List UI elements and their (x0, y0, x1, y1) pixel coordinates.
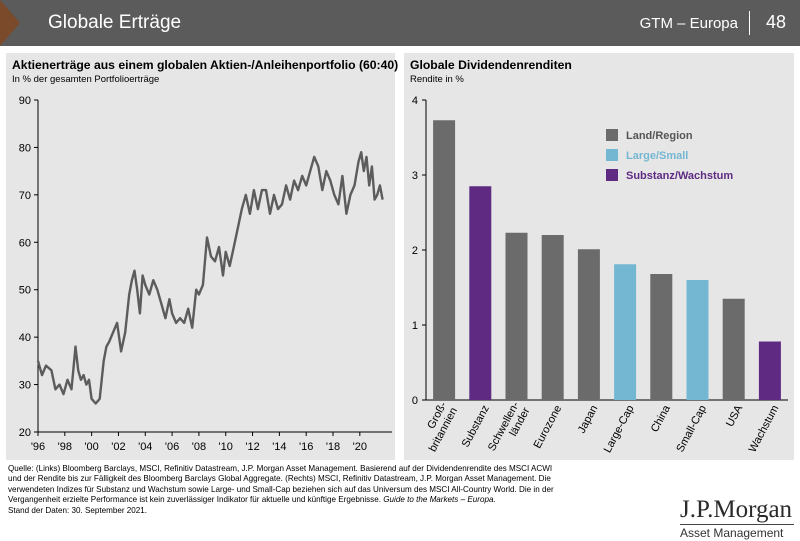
footnote-guide-title: Guide to the Markets – Europa. (383, 495, 496, 505)
legend-label: Substanz/Wachstum (626, 170, 733, 182)
category-label: Groß-britannien (416, 400, 460, 454)
page-number: 48 (765, 12, 786, 32)
category-label: Japan (576, 403, 601, 435)
category-label-line: Large-Cap (602, 403, 637, 455)
category-label: China (649, 403, 674, 435)
category-label: Schwellen-länder (486, 400, 533, 459)
bar-chart: 0 1 2 3 4 Groß-britannien SubstanzSchwellen-lä… (412, 95, 788, 459)
category-label-line: Wachstum (747, 403, 782, 454)
y-tick-label: 2 (412, 245, 418, 257)
footnote-line: Vergangenheit erzielte Performance ist k… (8, 495, 618, 505)
category-label: Wachstum (747, 403, 782, 454)
category-label: USA (724, 403, 746, 429)
bar (722, 298, 745, 400)
x-tick-label: '14 (272, 441, 286, 453)
y-tick-label: 50 (19, 285, 31, 297)
footnote-line: Quelle: (Links) Bloomberg Barclays, MSCI… (8, 464, 553, 473)
right-chart-panel: Globale Dividendenrenditen Rendite in % … (404, 53, 794, 460)
bar (433, 120, 456, 400)
footnote-text: Vergangenheit erzielte Performance ist k… (8, 495, 384, 505)
x-tick-label: '12 (245, 441, 259, 453)
page-title: Globale Erträge (48, 12, 182, 33)
x-tick-label: '18 (326, 441, 340, 453)
right-chart-subtitle: Rendite in % (410, 74, 464, 85)
x-tick-label: '96 (31, 441, 45, 453)
x-tick-label: '02 (111, 441, 125, 453)
logo-name: J.P.Morgan (680, 496, 793, 523)
category-label-line: China (649, 403, 674, 435)
bar (541, 235, 564, 400)
category-label-line: Eurozone (532, 403, 565, 450)
y-tick-label: 80 (19, 142, 31, 154)
left-chart-title: Aktienerträge aus einem globalen Aktien-… (12, 58, 399, 72)
category-label: Eurozone (532, 403, 565, 450)
y-tick-label: 30 (19, 380, 31, 392)
y-tick-label: 40 (19, 332, 31, 344)
x-tick-label: '10 (219, 441, 233, 453)
y-tick-label: 1 (412, 320, 418, 332)
logo-rule (680, 524, 794, 525)
y-tick-label: 3 (412, 170, 418, 182)
x-tick-label: '98 (58, 441, 72, 453)
y-tick-label: 4 (412, 95, 418, 107)
y-tick-label: 70 (19, 190, 31, 202)
footnote: Quelle: (Links) Bloomberg Barclays, MSCI… (8, 464, 618, 516)
header-bar: Globale Erträge GTM – Europa 48 (0, 0, 800, 46)
x-tick-label: '08 (192, 441, 206, 453)
category-label-line: Small-Cap (674, 403, 709, 454)
footnote-line: verwendeten Indizes für Substanz und Wac… (8, 484, 554, 494)
legend-swatch (606, 149, 618, 161)
bar (505, 232, 528, 400)
bar (650, 274, 673, 400)
category-label: Small-Cap (674, 403, 709, 454)
y-tick-label: 0 (412, 395, 418, 407)
y-tick-label: 60 (19, 237, 31, 249)
region-label: GTM – Europa (639, 15, 738, 32)
logo-subtitle: Asset Management (680, 526, 784, 540)
category-label-line: USA (724, 403, 746, 429)
line-chart: 20 30 40 50 60 70 80 90 '96 '98 '00 '02 '04 '06 '08 '10… (19, 95, 392, 453)
legend-swatch (606, 169, 618, 181)
category-label-line: Japan (576, 403, 601, 435)
legend-swatch (606, 129, 618, 141)
header-separator (749, 11, 750, 35)
left-chart-subtitle: In % der gesamten Portfolioerträge (12, 74, 160, 85)
legend-label: Land/Region (626, 130, 693, 142)
x-tick-label: '00 (84, 441, 98, 453)
x-tick-label: '04 (138, 441, 152, 453)
jpmorgan-logo: J.P.Morgan Asset Management (680, 497, 794, 540)
x-tick-label: '06 (165, 441, 179, 453)
bar (686, 280, 709, 400)
y-tick-label: 20 (19, 427, 31, 439)
bar (577, 249, 600, 400)
x-tick-label: '16 (299, 441, 313, 453)
footnote-line: und der Rendite bis zur Fälligkeit des B… (8, 474, 551, 484)
legend-label: Large/Small (626, 150, 688, 162)
x-tick-label: '20 (353, 441, 367, 453)
y-tick-label: 90 (19, 95, 31, 107)
category-label-line: Substanz (460, 403, 492, 449)
footnote-date: Stand der Daten: 30. September 2021. (8, 505, 148, 515)
category-label: Substanz (460, 403, 492, 449)
left-chart-panel: Aktienerträge aus einem globalen Aktien-… (6, 53, 399, 460)
category-label: Large-Cap (602, 403, 637, 455)
bar (614, 264, 637, 400)
right-chart-title: Globale Dividendenrenditen (410, 58, 572, 72)
bar (469, 186, 492, 400)
series-line (36, 150, 384, 405)
bar (758, 341, 781, 400)
header-accent (0, 0, 20, 46)
